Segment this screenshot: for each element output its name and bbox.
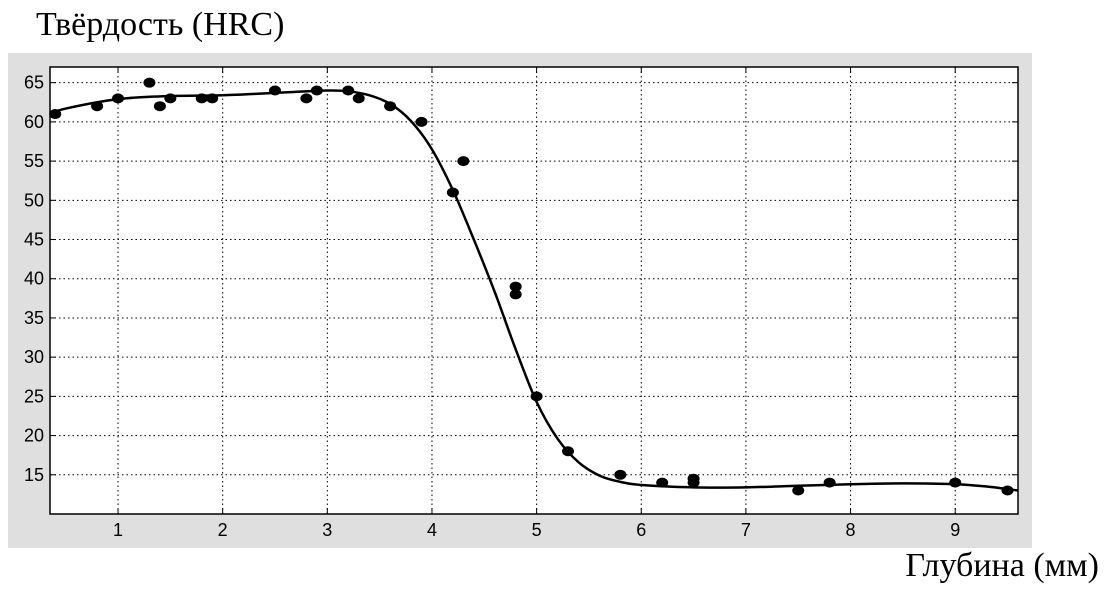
data-point [792,485,805,496]
x-tick-label: 3 [322,520,332,540]
data-point [310,85,323,96]
y-tick-label: 25 [24,386,44,406]
data-points [49,77,1014,496]
y-tick-label: 55 [24,151,44,171]
x-tick-label: 5 [532,520,542,540]
data-point [112,93,125,104]
data-point [49,109,62,120]
data-point [143,77,156,88]
data-point [153,101,166,112]
data-point [91,101,104,112]
x-tick-label: 8 [846,520,856,540]
x-tick-label: 9 [950,520,960,540]
y-axis-label: Твёрдость (HRC) [36,6,285,43]
y-tick-label: 40 [24,269,44,289]
data-point [384,101,397,112]
y-tick-label: 45 [24,230,44,250]
y-tick-label: 20 [24,426,44,446]
y-tick-label: 60 [24,112,44,132]
data-point [457,156,470,167]
data-point [164,93,177,104]
data-point [195,93,208,104]
x-tick-label: 1 [113,520,123,540]
x-tick-label: 7 [741,520,751,540]
data-point [415,116,428,127]
y-tick-label: 30 [24,347,44,367]
data-point [342,85,355,96]
x-tick-label: 6 [636,520,646,540]
data-point [1001,485,1014,496]
plot-frame [49,66,1019,515]
data-point [530,391,543,402]
y-tick-label: 15 [24,465,44,485]
data-point [509,281,522,292]
data-point [300,93,313,104]
data-point [949,477,962,488]
data-point [562,446,575,457]
data-point [614,469,627,480]
data-point [656,477,669,488]
y-tick-label: 50 [24,190,44,210]
data-point [823,477,836,488]
x-tick-label: 4 [427,520,437,540]
x-axis-label: Глубина (мм) [905,547,1099,584]
data-point [509,289,522,300]
data-point [268,85,281,96]
data-point [446,187,459,198]
data-point [687,477,700,488]
data-point [206,93,219,104]
y-tick-label: 35 [24,308,44,328]
plot-area [50,67,1018,514]
y-tick-label: 65 [24,73,44,93]
grid [50,67,1018,514]
x-tick-label: 2 [218,520,228,540]
data-point [352,93,365,104]
